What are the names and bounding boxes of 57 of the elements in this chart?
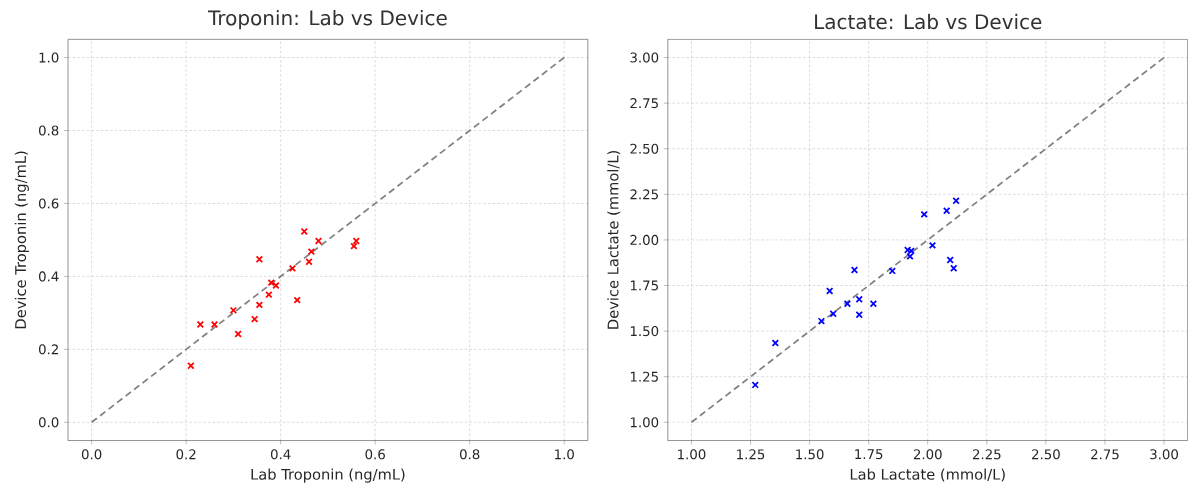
x-tick-label: 2.50: [1032, 449, 1060, 460]
y-tick-label: 0.4: [38, 271, 59, 282]
point: [255, 255, 264, 263]
point: [888, 267, 896, 275]
point: [305, 258, 313, 266]
x-tick-label: 1.0: [555, 449, 574, 460]
y-tick-label: 3.00: [630, 52, 659, 63]
point: [950, 264, 958, 272]
chart-title: Troponin: Lab vs Device: [207, 9, 447, 30]
y-tick-label: 0.8: [38, 125, 59, 136]
point: [855, 295, 863, 303]
y-tick-label: 2.00: [630, 234, 659, 245]
point: [843, 300, 852, 308]
y-tick-label: 1.25: [630, 371, 658, 382]
point: [288, 264, 297, 273]
x-tick-label: 1.75: [855, 449, 883, 460]
point: [187, 362, 195, 370]
point: [829, 310, 837, 318]
point: [946, 256, 954, 264]
x-tick-label: 0.2: [176, 449, 196, 460]
y-tick-label: 2.25: [630, 189, 658, 200]
point: [952, 196, 960, 205]
point: [928, 241, 937, 250]
y-tick-label: 1.00: [630, 417, 659, 428]
x-tick-label: 2.25: [972, 449, 1001, 460]
point: [855, 310, 863, 319]
y-tick-label: 1.0: [39, 52, 59, 63]
point: [210, 320, 219, 329]
point: [265, 290, 273, 299]
x-tick-label: 0.8: [459, 449, 480, 460]
x-tick-label: 2.00: [913, 449, 942, 460]
y-tick-label: 0.2: [38, 344, 58, 355]
x-tick-label: 0.4: [270, 449, 291, 460]
point: [920, 210, 928, 219]
x-tick-label: 3.00: [1150, 449, 1178, 460]
y-axis-title: Device Troponin (ng/mL): [14, 151, 29, 329]
point: [350, 242, 358, 250]
x-axis-title: Lab Lactate (mmol/L): [850, 468, 1005, 482]
x-tick-label: 1.25: [737, 449, 765, 460]
point: [307, 247, 316, 256]
x-tick-label: 1.50: [796, 449, 824, 460]
x-tick-label: 0.6: [365, 449, 385, 460]
point: [942, 207, 951, 215]
y-tick-label: 0.0: [38, 417, 59, 428]
y-tick-label: 0.6: [38, 198, 59, 209]
point: [869, 300, 878, 308]
x-tick-label: 0.0: [81, 449, 102, 460]
point: [234, 330, 242, 338]
y-tick-label: 1.50: [630, 326, 659, 337]
x-tick-label: 2.75: [1091, 449, 1119, 460]
y-axis-title: Device Lactate (mmol/L): [607, 150, 621, 329]
y-tick-label: 2.50: [630, 143, 659, 154]
y-tick-label: 2.75: [630, 98, 658, 109]
chart-title: Lactate: Lab vs Device: [815, 13, 1042, 30]
y-tick-label: 1.75: [630, 280, 658, 291]
x-tick-label: 1.00: [678, 449, 706, 460]
x-axis-title: Lab Troponin (ng/mL): [251, 468, 405, 483]
